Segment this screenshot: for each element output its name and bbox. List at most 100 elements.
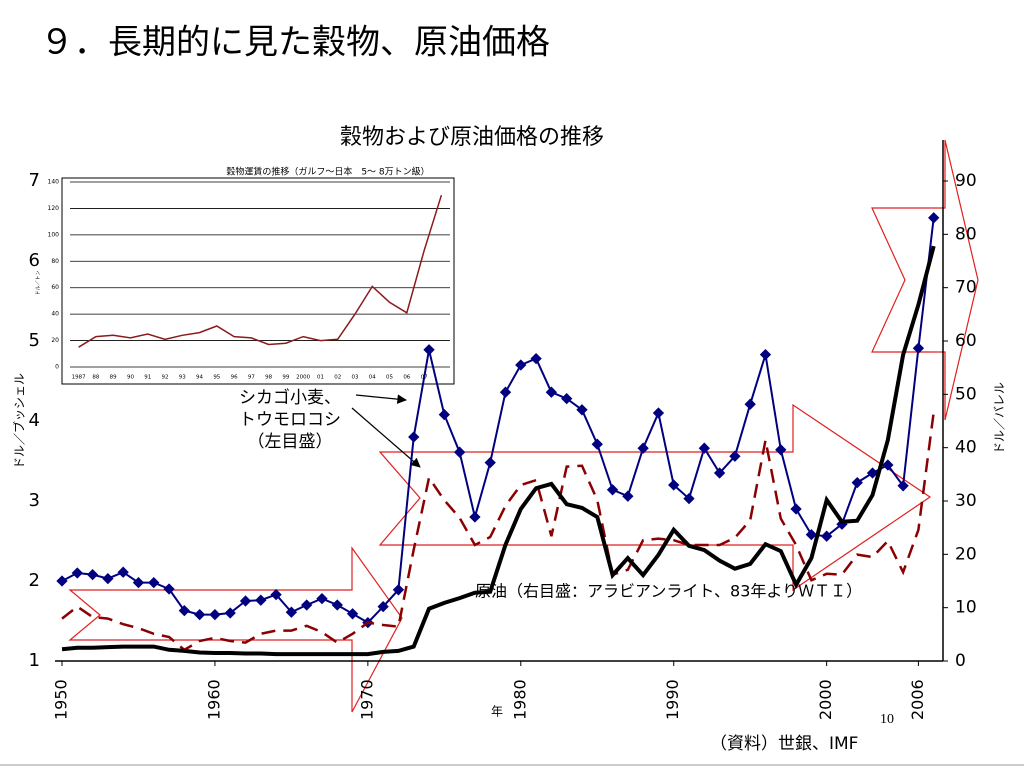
diamond-marker (530, 352, 542, 365)
chart-title: 穀物および原油価格の推移 (340, 125, 604, 150)
inset-x-tick-label: 02 (334, 375, 341, 381)
diamond-marker (224, 607, 236, 619)
diamond-marker (744, 398, 756, 410)
diamond-marker (499, 386, 512, 398)
y-tick-label: 3 (29, 490, 40, 511)
diamond-marker (622, 490, 634, 502)
inset-y-tick-label: 120 (48, 205, 60, 212)
x-axis-label: 年 (491, 705, 503, 719)
diamond-marker (759, 348, 772, 361)
diamond-marker (285, 606, 298, 618)
inset-y-label: ドル／トン (36, 270, 42, 295)
y2-tick-label: 90 (955, 171, 977, 191)
diamond-marker (102, 572, 114, 585)
x-tick-label: 2006 (908, 679, 927, 720)
inset-x-tick-label: 05 (386, 375, 393, 381)
diamond-marker (912, 342, 925, 354)
y2-tick-label: 50 (955, 384, 977, 404)
diamond-marker (178, 604, 191, 617)
inset-x-tick-label: 91 (144, 375, 151, 381)
inset-y-tick-label: 140 (48, 179, 60, 186)
inset-x-tick-label: 03 (352, 375, 359, 381)
diamond-marker (423, 344, 435, 356)
diamond-marker (637, 442, 649, 454)
y-tick-label: 6 (29, 250, 40, 271)
annotation-arrow (351, 407, 421, 468)
annotation-arrow (355, 394, 407, 404)
x-tick-label: 2000 (816, 679, 835, 720)
diamond-marker (576, 404, 588, 416)
annotation: 原油（右目盛：アラビアンライト、83年よりＷＴＩ） (475, 582, 862, 601)
diamond-marker (698, 442, 710, 454)
inset-x-tick-label: 96 (231, 375, 238, 381)
y2-tick-label: 30 (955, 491, 977, 511)
inset-x-tick-label: 89 (110, 375, 117, 381)
inset-x-tick-label: 94 (196, 375, 203, 381)
inset-y-tick-label: 20 (51, 337, 59, 344)
y2-tick-label: 40 (955, 438, 977, 458)
inset-y-tick-label: 60 (51, 284, 59, 291)
diamond-marker (668, 479, 680, 491)
arrow-shape (871, 139, 979, 421)
inset-x-tick-label: 01 (317, 375, 324, 381)
x-tick-label: 1990 (663, 679, 682, 720)
diamond-marker (132, 576, 145, 589)
diamond-marker (270, 588, 282, 601)
inset-line (78, 194, 443, 348)
series-line (61, 217, 935, 624)
inset-x-tick-label: 97 (248, 375, 255, 381)
y2-tick-label: 10 (955, 598, 977, 618)
diamond-marker (469, 511, 481, 523)
diamond-marker (255, 594, 267, 606)
diamond-marker (193, 608, 206, 621)
inset-x-tick-label: 92 (162, 375, 169, 381)
y2-tick-label: 70 (955, 278, 977, 298)
diamond-marker (866, 467, 879, 479)
diamond-marker (775, 444, 787, 456)
inset-x-tick-label: 04 (369, 375, 376, 381)
diamond-marker (683, 492, 695, 505)
annotation: シカゴ小麦、 (239, 387, 341, 408)
diamond-marker (56, 575, 68, 587)
diamond-marker (805, 528, 818, 541)
page-number: 10 (880, 712, 894, 727)
y-tick-label: 2 (29, 570, 40, 591)
inset-x-tick-label: 88 (92, 375, 99, 381)
diamond-marker (820, 530, 833, 542)
diamond-marker (713, 467, 726, 479)
diamond-marker (652, 407, 665, 419)
y2-tick-label: 80 (955, 224, 977, 244)
diamond-marker (438, 408, 450, 421)
diamond-marker (453, 446, 466, 458)
inset-y-tick-label: 100 (48, 231, 60, 238)
annotation: （左目盛） (248, 432, 333, 452)
diamond-marker (790, 503, 802, 515)
inset-x-tick-label: 99 (282, 375, 289, 381)
slide-title: ９．長期的に見た穀物、原油価格 (40, 23, 550, 63)
diamond-marker (392, 584, 405, 596)
inset-x-tick-label: 2000 (296, 375, 310, 381)
inset-y-tick-label: 0 (55, 364, 59, 371)
y-tick-label: 1 (29, 650, 40, 671)
diamond-marker (209, 608, 221, 621)
diamond-marker (484, 456, 496, 469)
diamond-marker (591, 438, 603, 450)
diamond-marker (346, 608, 359, 620)
y2-axis-label: ドル／バレル (993, 382, 1007, 454)
inset-x-tick-label: 06 (403, 375, 410, 381)
diamond-marker (86, 568, 99, 581)
inset-y-tick-label: 40 (51, 311, 59, 318)
diamond-marker (851, 476, 863, 489)
y2-tick-label: 20 (955, 544, 977, 564)
diamond-marker (71, 567, 83, 579)
diamond-marker (163, 583, 175, 595)
x-tick-label: 1980 (510, 679, 529, 720)
inset-title: 穀物運賃の推移（ガルフ〜日本 5〜 8万トン級） (226, 166, 429, 178)
inset-x-tick-label: 1987 (72, 375, 86, 381)
diamond-marker (729, 450, 741, 462)
diamond-marker (377, 600, 389, 613)
diamond-marker (117, 566, 129, 578)
inset-x-tick-label: 90 (127, 375, 134, 381)
diamond-marker (316, 592, 328, 605)
